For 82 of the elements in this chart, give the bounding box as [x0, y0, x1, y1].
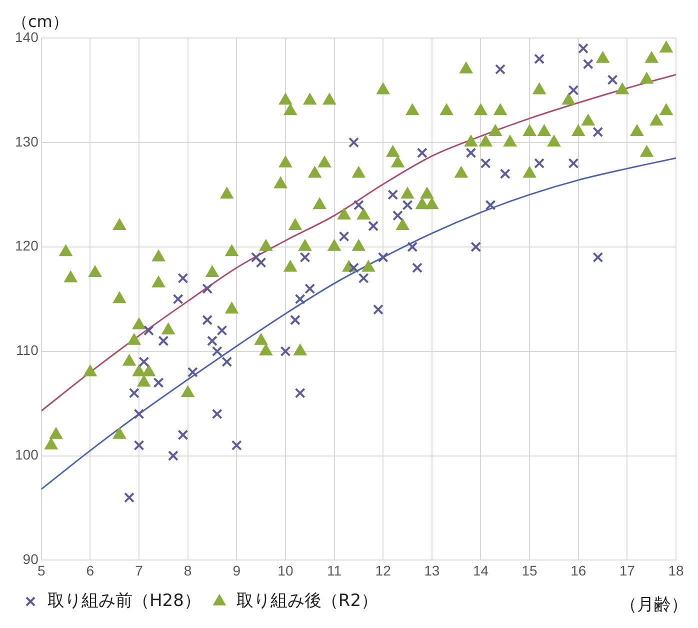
x-axis-title: （月齢） — [620, 594, 688, 616]
point — [128, 388, 140, 398]
x-tick-label: 7 — [135, 562, 144, 578]
point — [568, 158, 579, 169]
x-tick-label: 15 — [522, 562, 538, 578]
point — [206, 336, 218, 346]
point — [348, 262, 360, 274]
y-tick-label: 130 — [15, 133, 39, 150]
point — [178, 272, 188, 284]
point — [348, 137, 360, 148]
point — [290, 314, 300, 326]
point — [212, 346, 222, 357]
point — [158, 336, 169, 346]
point — [304, 283, 316, 294]
x-tick-label: 5 — [37, 562, 46, 578]
x-tick-label: 10 — [278, 562, 294, 578]
point — [300, 252, 310, 263]
point — [412, 262, 423, 274]
x-tick-label: 18 — [668, 562, 684, 578]
point — [500, 168, 510, 180]
point — [256, 257, 266, 268]
y-tick-label: 110 — [16, 342, 39, 358]
line-series — [41, 74, 676, 412]
point — [294, 294, 306, 304]
x-tick-label: 13 — [424, 562, 440, 578]
point — [607, 74, 618, 86]
legend-label: 取り組み後（R2） — [236, 590, 378, 611]
x-tick-label: 8 — [184, 562, 192, 578]
point — [568, 84, 579, 96]
point — [592, 252, 604, 263]
point — [372, 304, 384, 315]
point — [178, 430, 188, 440]
point — [388, 189, 398, 200]
x-tick-label: 12 — [375, 562, 392, 578]
x-tick-label: 17 — [619, 562, 636, 578]
point — [202, 283, 213, 294]
point — [358, 272, 369, 284]
point — [466, 148, 476, 158]
point — [280, 346, 291, 357]
point — [353, 200, 364, 210]
point — [368, 220, 379, 232]
point — [202, 314, 213, 326]
point — [592, 126, 604, 138]
point — [480, 158, 491, 169]
point — [212, 408, 222, 420]
point — [134, 408, 144, 420]
point — [338, 231, 350, 242]
point — [582, 58, 594, 70]
x-tick-label: 11 — [326, 562, 342, 578]
y-tick-label: 100 — [15, 446, 39, 463]
point — [416, 148, 428, 158]
point — [168, 450, 178, 462]
point — [172, 294, 184, 304]
point — [534, 54, 545, 64]
point — [392, 210, 403, 221]
point — [124, 492, 134, 503]
point — [231, 440, 242, 451]
y-tick-label: 90 — [22, 551, 39, 568]
point — [153, 377, 164, 388]
point — [402, 200, 413, 210]
point — [495, 64, 506, 75]
point — [485, 200, 496, 210]
point — [407, 242, 418, 252]
point — [138, 356, 150, 368]
point — [250, 252, 262, 263]
point — [216, 325, 228, 336]
point — [470, 242, 482, 252]
x-tick-label: 16 — [570, 562, 586, 578]
point — [187, 366, 198, 378]
point — [534, 158, 545, 169]
x-tick-label: 14 — [472, 562, 489, 578]
point — [578, 43, 588, 54]
point — [294, 388, 306, 398]
point — [144, 325, 154, 336]
point — [222, 356, 232, 368]
line-series — [41, 157, 676, 490]
point — [378, 252, 388, 263]
x-tick-label: 6 — [86, 562, 94, 578]
point — [134, 440, 144, 451]
x-tick-label: 9 — [232, 562, 241, 578]
legend-label: 取り組み前（H28） — [48, 590, 201, 611]
y-tick-label: 120 — [15, 238, 39, 254]
